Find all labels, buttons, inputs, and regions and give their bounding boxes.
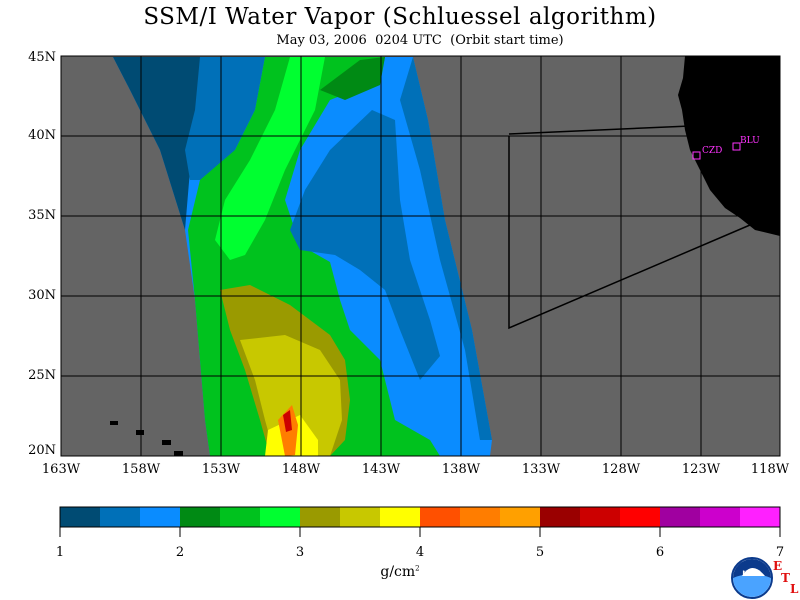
colorbar-swatch — [340, 507, 381, 527]
swath-band-steelblue — [185, 57, 265, 180]
etl-letter-t: T — [781, 571, 790, 585]
colorbar — [60, 507, 781, 527]
colorbar-tick-1: 1 — [55, 545, 65, 560]
lat-label-30n: 30N — [28, 288, 56, 303]
north-america-land — [678, 56, 780, 236]
colorbar-tick-7: 7 — [775, 545, 785, 560]
colorbar-ticks — [59, 527, 781, 537]
colorbar-swatch — [300, 507, 341, 527]
map-subtitle: May 03, 2006 0204 UTC (Orbit start time) — [276, 33, 564, 48]
colorbar-swatch — [620, 507, 661, 527]
water-vapor-swath — [113, 57, 492, 456]
colorbar-swatch — [740, 507, 781, 527]
hawaiian-islands — [110, 421, 183, 456]
colorbar-swatch — [580, 507, 621, 527]
station-label-czd: CZD — [702, 146, 723, 156]
station-label-blu: BLU — [740, 136, 760, 146]
lat-label-20n: 20N — [28, 443, 56, 458]
swath-band-darkblue — [113, 57, 205, 230]
colorbar-swatch — [420, 507, 461, 527]
colorbar-swatch — [660, 507, 701, 527]
colorbar-swatch — [100, 507, 141, 527]
colorbar-swatch — [700, 507, 741, 527]
domain-outline-top — [508, 125, 691, 135]
colorbar-tick-6: 6 — [655, 545, 665, 560]
swath-hotspot-red — [283, 410, 292, 432]
colorbar-tick-5: 5 — [535, 545, 545, 560]
map-title: SSM/I Water Vapor (Schluessel algorithm) — [143, 4, 657, 30]
lat-lon-grid — [61, 56, 780, 456]
map-border — [60, 55, 781, 457]
colorbar-swatch — [220, 507, 261, 527]
colorbar-tick-4: 4 — [415, 545, 425, 560]
lon-label-128w: 128W — [601, 462, 641, 477]
units-exponent: 2 — [415, 564, 420, 573]
lon-label-148w: 148W — [281, 462, 321, 477]
swath-edge-right — [400, 57, 492, 440]
station-marker-blu — [732, 142, 741, 151]
colorbar-swatch — [380, 507, 421, 527]
lon-label-153w: 153W — [201, 462, 241, 477]
colorbar-units: g/cm2 — [370, 564, 430, 580]
colorbar-swatch — [140, 507, 181, 527]
colorbar-swatch — [60, 507, 101, 527]
colorbar-swatch — [260, 507, 301, 527]
etl-letter-l: L — [790, 582, 799, 596]
lat-label-45n: 45N — [28, 50, 56, 65]
lon-label-133w: 133W — [521, 462, 561, 477]
colorbar-swatch — [460, 507, 501, 527]
lon-label-158w: 158W — [121, 462, 161, 477]
lon-label-163w: 163W — [41, 462, 81, 477]
swath-band-lightgreen — [215, 57, 325, 260]
swath-band-innerblue — [290, 110, 440, 380]
lon-label-118w: 118W — [750, 462, 790, 477]
units-text: g/cm — [380, 564, 416, 580]
station-marker-czd — [692, 151, 701, 160]
colorbar-swatch — [180, 507, 221, 527]
domain-outline — [508, 136, 751, 330]
colorbar-swatch — [500, 507, 541, 527]
colorbar-tick-3: 3 — [295, 545, 305, 560]
swath-band-darkgreen — [320, 57, 385, 100]
lon-label-143w: 143W — [361, 462, 401, 477]
lat-label-35n: 35N — [28, 208, 56, 223]
noaa-logo — [731, 557, 773, 599]
colorbar-swatch — [540, 507, 581, 527]
lon-label-138w: 138W — [441, 462, 481, 477]
colorbar-tick-2: 2 — [175, 545, 185, 560]
swath-band-khaki — [240, 335, 342, 456]
lat-label-40n: 40N — [28, 128, 56, 143]
noaa-logo-text: NOAA — [742, 570, 762, 577]
lon-label-123w: 123W — [681, 462, 721, 477]
etl-letter-e: E — [773, 559, 783, 573]
lat-label-25n: 25N — [28, 368, 56, 383]
